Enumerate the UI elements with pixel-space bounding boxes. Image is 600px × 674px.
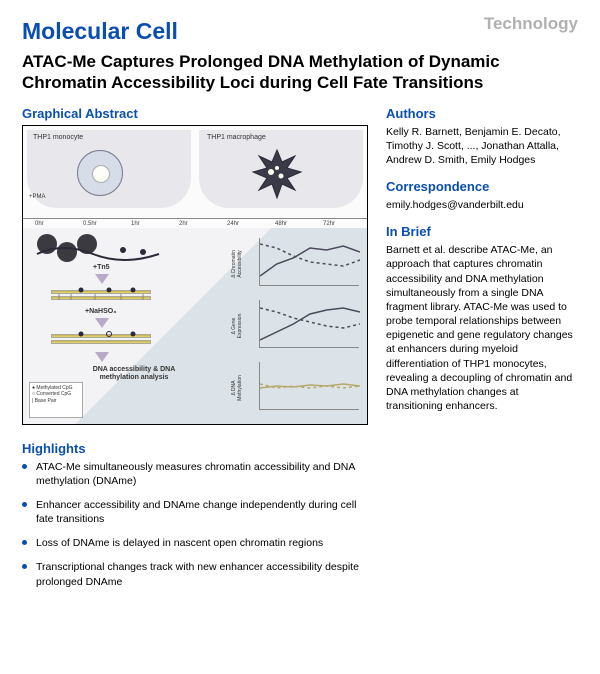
highlight-item: Loss of DNAme is delayed in nascent open…: [22, 536, 370, 550]
timeline-tick: 24hr: [227, 221, 239, 227]
two-column-layout: Graphical Abstract THP1 monocyte THP1 ma…: [22, 106, 578, 599]
bisulfite-label: +NaHSO₃: [85, 308, 116, 315]
graphical-abstract-figure: THP1 monocyte THP1 macrophage +PMA 0hr 0.…: [22, 125, 368, 425]
mini-chart: [259, 362, 359, 410]
highlights-heading: Highlights: [22, 441, 370, 456]
correspondence-text: emily.hodges@vanderbilt.edu: [386, 198, 574, 212]
correspondence-heading: Correspondence: [386, 179, 574, 194]
timeline-tick: 0hr: [35, 221, 44, 227]
lower-region: +Tn5 +NaHSO₃ DNA accessibility & DNA met…: [23, 228, 367, 424]
timeline-tick: 72hr: [323, 221, 335, 227]
mini-chart: [259, 300, 359, 348]
arrow-icon: [95, 318, 109, 328]
highlight-item: Transcriptional changes track with new e…: [22, 560, 370, 588]
timeline-tick: 0.5hr: [83, 221, 97, 227]
left-column: Graphical Abstract THP1 monocyte THP1 ma…: [22, 106, 370, 599]
graphical-abstract-heading: Graphical Abstract: [22, 106, 370, 121]
in-brief-text: Barnett et al. describe ATAC-Me, an appr…: [386, 243, 574, 413]
timeline-tick: 48hr: [275, 221, 287, 227]
category-label: Technology: [484, 14, 578, 34]
monocyte-cell-icon: [77, 150, 123, 196]
in-brief-heading: In Brief: [386, 224, 574, 239]
highlight-item: ATAC-Me simultaneously measures chromati…: [22, 460, 370, 488]
macrophage-label: THP1 macrophage: [207, 134, 266, 141]
highlight-item: Enhancer accessibility and DNAme change …: [22, 498, 370, 526]
timeline-tick: 2hr: [179, 221, 188, 227]
authors-text: Kelly R. Barnett, Benjamin E. Decato, Ti…: [386, 125, 574, 168]
mini-chart-label: Δ Chromatin Accessibility: [231, 246, 243, 282]
timeline-axis: [23, 218, 367, 219]
monocyte-label: THP1 monocyte: [33, 134, 83, 141]
arrow-icon: [95, 274, 109, 284]
monocyte-nucleus-icon: [92, 165, 110, 183]
mini-chart-label: Δ Gene Expression: [231, 308, 243, 344]
right-column: Authors Kelly R. Barnett, Benjamin E. De…: [386, 106, 574, 599]
methylation-dots-icon: [51, 286, 151, 304]
legend-basepair: | Base Pair: [32, 398, 80, 405]
pma-label: +PMA: [29, 194, 46, 200]
mini-chart: [259, 238, 359, 286]
timeline-tick: 1hr: [131, 221, 140, 227]
ga-legend: ● Methylated CpG ○ Converted CpG | Base …: [29, 382, 83, 418]
mini-chart-label: Δ DNA Methylation: [231, 370, 243, 406]
analysis-label: DNA accessibility & DNA methylation anal…: [89, 366, 179, 383]
highlights-list: ATAC-Me simultaneously measures chromati…: [22, 460, 370, 589]
tn5-label: +Tn5: [93, 264, 110, 271]
macrophage-cell-icon: [251, 148, 303, 200]
arrow-icon: [95, 352, 109, 362]
converted-dots-icon: [51, 330, 151, 348]
authors-heading: Authors: [386, 106, 574, 121]
article-title: ATAC-Me Captures Prolonged DNA Methylati…: [22, 51, 578, 94]
